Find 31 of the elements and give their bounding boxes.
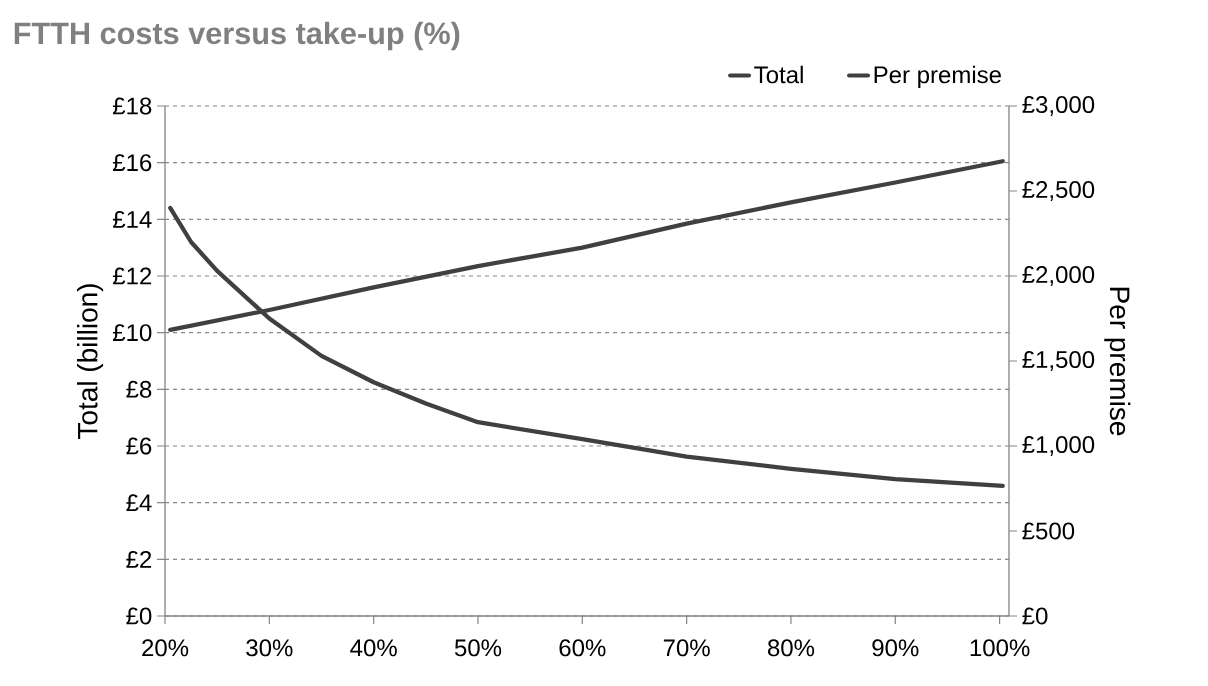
y2-tick-label: £0 [1022,607,1048,625]
y-axis-title: Total (billion) [77,284,104,439]
legend-label: Total [754,65,803,84]
y-tick-label: £6 [126,437,152,455]
x-tick-label: 50% [454,639,502,657]
y-tick-label: £14 [112,210,152,228]
y2-tick-label: £1,500 [1022,351,1095,371]
y-tick-label: £16 [112,154,152,172]
x-tick-label: 80% [767,639,815,657]
y-tick-label: £12 [112,267,152,285]
x-tick-label: 60% [559,639,606,657]
chart-title: FTTH costs versus take-up (%) [14,21,460,51]
x-tick-label: 90% [872,639,919,657]
y-tick-label: £2 [126,550,152,568]
y2-tick-label: £500 [1022,522,1075,540]
y-tick-label: £8 [126,380,152,398]
y2-tick-label: £1,000 [1022,436,1095,456]
y-tick-label: £4 [126,494,152,512]
x-tick-label: 100% [970,639,1030,657]
x-tick-label: 30% [246,639,293,657]
x-tick-label: 70% [663,639,710,657]
x-tick-label: 20% [142,639,189,657]
y-tick-label: £10 [112,324,152,342]
y2-tick-label: £3,000 [1022,96,1095,116]
y-tick-label: £0 [126,607,152,625]
legend-label: Per premise [874,65,1001,89]
y2-tick-label: £2,000 [1022,266,1095,286]
y2-tick-label: £2,500 [1022,181,1095,201]
x-tick-label: 40% [350,639,397,657]
y2-axis-title: Per premise [1104,287,1131,436]
y-tick-label: £18 [112,97,152,115]
